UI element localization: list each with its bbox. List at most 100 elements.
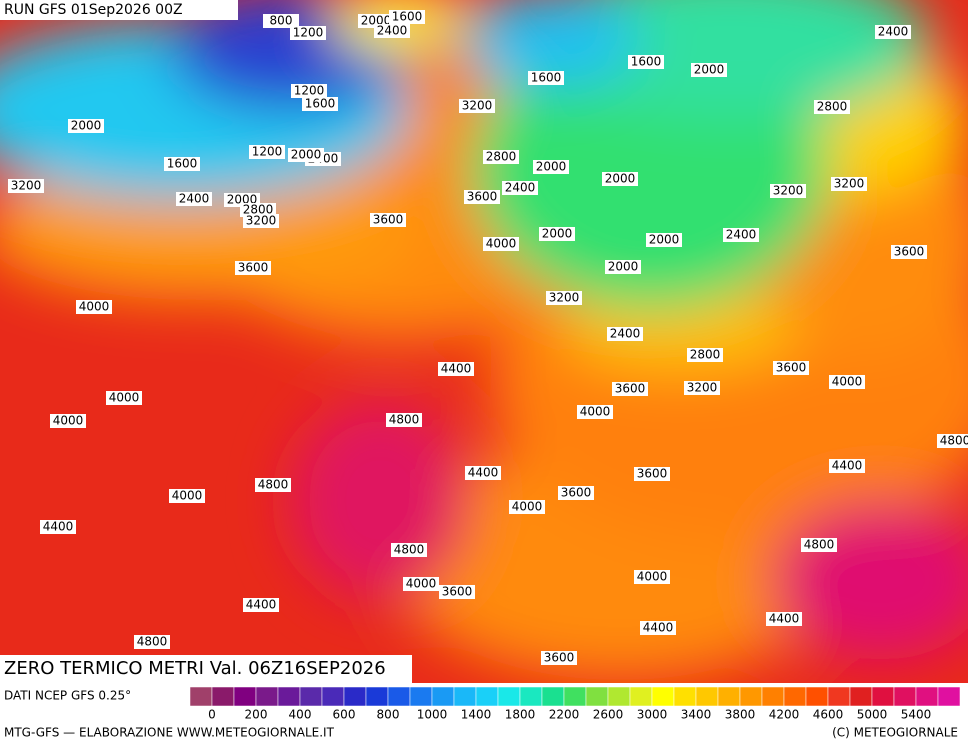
label-box [723,228,759,242]
contour-label: 1600 [305,97,336,111]
label-box [243,214,279,228]
label-box [240,203,276,217]
label-box [76,300,112,314]
label-box [814,100,850,114]
contour-label: 2800 [486,150,517,164]
label-box [646,233,682,247]
label-box [164,157,200,171]
label-box [391,543,427,557]
label-box [291,84,327,98]
color-swatch [475,686,499,707]
label-box [687,348,723,362]
color-swatch [563,686,587,707]
label-box [509,500,545,514]
footer-right: (C) METEOGIORNALE [832,726,958,740]
contour-label: 2400 [726,228,757,242]
color-swatch [299,686,323,707]
label-box [612,382,648,396]
scale-label: 5400 [901,708,932,722]
label-box [235,261,271,275]
contour-label: 3600 [373,213,404,227]
contour-label: 3600 [561,486,592,500]
contour-label: 4400 [43,520,74,534]
label-box [528,71,564,85]
contour-label: 1600 [392,10,423,24]
contour-label: 3200 [687,381,718,395]
label-box [483,237,519,251]
contour-label: 2400 [878,25,909,39]
label-box [176,192,212,206]
label-box [602,172,638,186]
contour-label: 3600 [615,382,646,396]
contour-label: 4800 [394,543,425,557]
contour-label: 4400 [468,466,499,480]
color-scale: 0 200 400 600 800 1000 1400 1800 2200 2600 3000 340… [189,686,961,722]
label-box [386,413,422,427]
label-box [169,489,205,503]
contour-label: 4000 [172,489,203,503]
contour-label: 4800 [258,478,289,492]
contour-label: 4800 [804,538,835,552]
color-swatch [409,686,433,707]
scale-label: 1400 [461,708,492,722]
contour-label: 2000 [71,119,102,133]
color-swatch [695,686,719,707]
map-title: ZERO TERMICO METRI Val. 06Z16SEP2026 [4,658,386,679]
label-box [541,651,577,665]
scale-label: 2200 [549,708,580,722]
label-box [302,97,338,111]
label-box [691,63,727,77]
scale-label: 400 [289,708,312,722]
label-box [634,570,670,584]
color-swatch [871,686,895,707]
label-box [106,391,142,405]
scale-label: 5000 [857,708,888,722]
contour-label: 3200 [11,179,42,193]
label-box [558,486,594,500]
color-swatch [673,686,697,707]
label-box [875,25,911,39]
contour-label: 4800 [940,434,968,448]
label-box [483,150,519,164]
color-swatch [915,686,939,707]
scale-label: 1000 [417,708,448,722]
footer-left: MTG-GFS — ELABORAZIONE WWW.METEOGIORNALE… [4,726,335,740]
contour-label: 3600 [776,361,807,375]
color-swatch [937,686,961,707]
label-box [50,414,86,428]
contour-label: 1200 [293,26,324,40]
contour-label: 1600 [531,71,562,85]
contour-label: 2800 [243,203,274,217]
label-box [605,260,641,274]
contour-label: 3200 [834,177,865,191]
label-box [290,26,326,40]
color-swatch [431,686,455,707]
scale-label: 3800 [725,708,756,722]
label-box [577,405,613,419]
label-box [464,190,500,204]
scale-label: 800 [377,708,400,722]
color-swatch [607,686,631,707]
contour-label: 2800 [817,100,848,114]
color-swatch [343,686,367,707]
contour-label: 1600 [631,55,662,69]
label-box [68,119,104,133]
contour-label: 4000 [512,500,543,514]
scale-label: 3400 [681,708,712,722]
color-swatch [497,686,521,707]
label-box [439,585,475,599]
label-box [8,179,44,193]
label-box [770,184,806,198]
color-swatch [629,686,653,707]
color-swatch [519,686,543,707]
contour-label: 1600 [167,157,198,171]
color-swatch [541,686,565,707]
label-box [628,55,664,69]
scale-label: 4200 [769,708,800,722]
contour-label: 2000 [694,63,725,77]
label-box [263,14,299,28]
color-swatch [651,686,675,707]
color-swatch [849,686,873,707]
label-box [829,459,865,473]
